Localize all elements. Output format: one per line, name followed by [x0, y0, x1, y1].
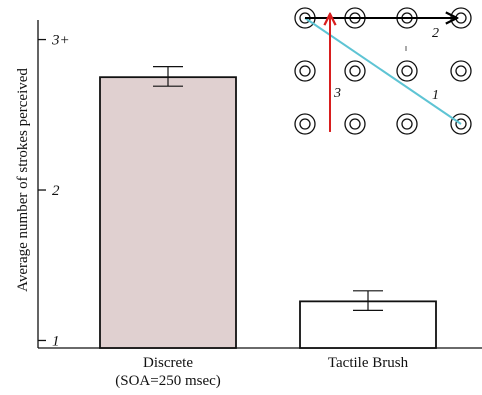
- stroke-label-1: 1: [432, 88, 439, 103]
- y-axis-label: Average number of strokes perceived: [15, 68, 31, 292]
- error-bar-0: [153, 66, 183, 87]
- y-tick-label-2: 3+: [51, 33, 70, 49]
- actuator-r2-c1: [344, 113, 366, 135]
- bar-0: [99, 76, 237, 349]
- actuator-r1-c2: [396, 60, 418, 82]
- actuator-r2-c2: [396, 113, 418, 135]
- y-ticks: 1 2 3+: [38, 33, 70, 349]
- stroke-pattern-inset: 1 2 3: [294, 7, 472, 135]
- error-bars: [153, 66, 383, 311]
- actuator-r1-c0: [294, 60, 316, 82]
- category-sublabel-0: (SOA=250 msec): [115, 373, 221, 389]
- stroke-label-3: 3: [333, 86, 341, 101]
- actuator-r1-c3: [450, 60, 472, 82]
- stroke-label-2: 2: [432, 26, 439, 41]
- actuator-r1-c1: [344, 60, 366, 82]
- bars: [99, 76, 437, 349]
- error-bar-1: [353, 290, 383, 311]
- x-tick-labels: Discrete (SOA=250 msec) Tactile Brush: [115, 355, 408, 389]
- y-tick-label-0: 1: [52, 333, 60, 349]
- stroke-lines: 1 2 3: [304, 15, 462, 132]
- category-label-1: Tactile Brush: [328, 355, 409, 371]
- category-label-0: Discrete: [143, 355, 193, 371]
- y-tick-label-1: 2: [52, 183, 60, 199]
- actuator-r2-c0: [294, 113, 316, 135]
